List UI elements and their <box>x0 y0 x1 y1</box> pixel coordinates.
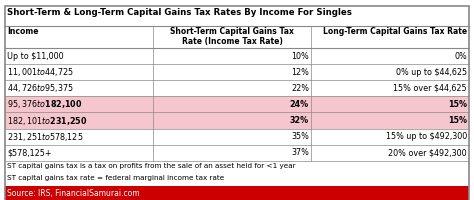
Text: Short-Term & Long-Term Capital Gains Tax Rates By Income For Singles: Short-Term & Long-Term Capital Gains Tax… <box>7 8 352 17</box>
FancyBboxPatch shape <box>5 80 469 96</box>
Text: 0%: 0% <box>454 52 467 61</box>
FancyBboxPatch shape <box>5 64 469 80</box>
Text: 15%: 15% <box>448 100 467 109</box>
FancyBboxPatch shape <box>5 48 469 64</box>
Text: 12%: 12% <box>291 68 309 77</box>
Text: $11,001 to $44,725: $11,001 to $44,725 <box>7 66 74 78</box>
Text: 20% over $492,300: 20% over $492,300 <box>388 148 467 157</box>
Text: Short-Term Capital Gains Tax
Rate (Income Tax Rate): Short-Term Capital Gains Tax Rate (Incom… <box>171 27 294 46</box>
Text: 35%: 35% <box>291 132 309 141</box>
Text: $578,125+: $578,125+ <box>7 148 52 157</box>
Text: $182,101 to $231,250: $182,101 to $231,250 <box>7 115 88 127</box>
Text: 22%: 22% <box>291 84 309 93</box>
Text: Up to $11,000: Up to $11,000 <box>7 52 64 61</box>
FancyBboxPatch shape <box>5 96 469 112</box>
Text: ST capital gains tax is a tax on profits from the sale of an asset held for <1 y: ST capital gains tax is a tax on profits… <box>7 163 296 169</box>
Text: $44,726 to $95,375: $44,726 to $95,375 <box>7 82 74 94</box>
Text: Long-Term Capital Gains Tax Rate: Long-Term Capital Gains Tax Rate <box>323 27 467 36</box>
Text: 24%: 24% <box>290 100 309 109</box>
Text: 10%: 10% <box>291 52 309 61</box>
FancyBboxPatch shape <box>5 112 469 129</box>
Text: 0% up to $44,625: 0% up to $44,625 <box>396 68 467 77</box>
Text: $95,376 to $182,100: $95,376 to $182,100 <box>7 98 82 110</box>
FancyBboxPatch shape <box>5 186 469 200</box>
FancyBboxPatch shape <box>5 145 469 161</box>
Text: 15% up to $492,300: 15% up to $492,300 <box>386 132 467 141</box>
Text: 15% over $44,625: 15% over $44,625 <box>393 84 467 93</box>
Text: 15%: 15% <box>448 116 467 125</box>
Text: $231,251 to $578,125: $231,251 to $578,125 <box>7 131 83 143</box>
Text: ST capital gains tax rate = federal marginal income tax rate: ST capital gains tax rate = federal marg… <box>7 175 224 181</box>
Text: Income: Income <box>7 27 38 36</box>
FancyBboxPatch shape <box>5 129 469 145</box>
Text: Source: IRS, FinancialSamurai.com: Source: IRS, FinancialSamurai.com <box>7 189 140 198</box>
Text: 37%: 37% <box>291 148 309 157</box>
Text: 32%: 32% <box>290 116 309 125</box>
